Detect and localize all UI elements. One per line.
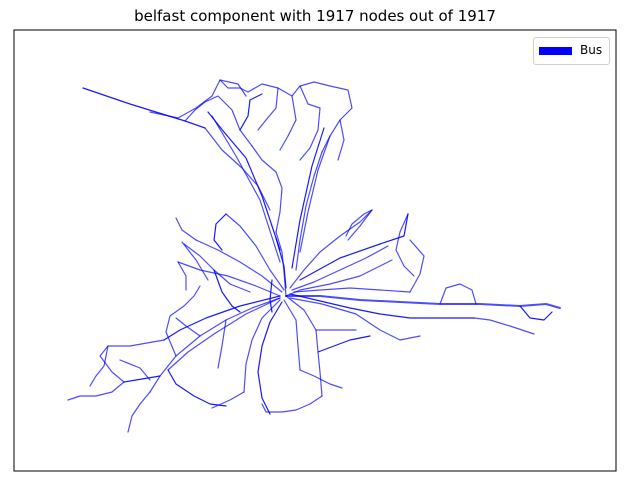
network-edge xyxy=(295,151,323,271)
network-edge xyxy=(204,127,271,211)
network-edge xyxy=(473,317,535,335)
network-edge xyxy=(165,285,201,357)
network-edge xyxy=(175,217,197,241)
legend-swatch-bus xyxy=(539,47,572,55)
network-edge xyxy=(317,335,371,353)
legend-label-bus: Bus xyxy=(580,43,603,57)
bus-network-edges xyxy=(67,79,561,433)
network-edge xyxy=(519,305,553,321)
network-edge xyxy=(167,369,227,407)
network-edge xyxy=(149,79,247,119)
network-edge xyxy=(225,213,285,291)
network-edge xyxy=(289,297,421,341)
network-edge xyxy=(181,241,209,281)
network-edge xyxy=(177,261,281,297)
network-edge xyxy=(345,209,373,237)
network-edge xyxy=(243,299,281,393)
network-edge xyxy=(177,261,187,291)
network-edge xyxy=(217,319,227,369)
network-edge xyxy=(67,339,165,401)
network-edge xyxy=(82,87,206,129)
network-edge xyxy=(291,127,325,269)
network-edge xyxy=(275,237,287,289)
network-edge xyxy=(261,395,323,413)
network-edge xyxy=(119,359,151,381)
network-edge xyxy=(439,283,477,305)
network-edge xyxy=(127,391,151,433)
network-edge xyxy=(251,145,283,233)
network-edge xyxy=(167,297,281,371)
network-edge xyxy=(279,95,297,151)
network-edge xyxy=(289,293,475,319)
network-edge xyxy=(337,119,345,161)
network-edge xyxy=(211,391,245,409)
network-edge xyxy=(299,213,409,281)
network-edge xyxy=(291,245,389,291)
network-edge xyxy=(395,213,415,277)
network-edge xyxy=(149,297,281,393)
network-edge xyxy=(163,295,281,341)
network-edge xyxy=(347,209,373,241)
network-edge xyxy=(213,213,227,251)
network-edge xyxy=(289,209,373,289)
network-edge xyxy=(175,317,201,337)
network-edge xyxy=(257,301,283,415)
network-edge xyxy=(299,85,321,161)
network-edge xyxy=(184,95,253,147)
network-edge xyxy=(123,375,161,383)
legend: Bus xyxy=(533,37,610,65)
network-edge xyxy=(195,239,283,293)
network-edge xyxy=(285,295,323,397)
network-edge xyxy=(409,239,425,293)
network-edge xyxy=(207,111,281,251)
plot-area-border xyxy=(13,29,617,472)
figure-title: belfast component with 1917 nodes out of… xyxy=(134,7,496,25)
network-edge xyxy=(89,345,109,387)
network-edge xyxy=(211,115,281,263)
network-edge xyxy=(213,269,241,313)
network-edge xyxy=(299,369,343,389)
network-edge xyxy=(219,79,353,153)
network-edge xyxy=(293,287,411,293)
network-edge xyxy=(269,279,273,313)
network-edge xyxy=(257,87,279,131)
network-edge xyxy=(299,135,331,253)
network-edge xyxy=(283,299,301,371)
network-edge xyxy=(285,259,393,297)
network-edge xyxy=(239,93,263,131)
